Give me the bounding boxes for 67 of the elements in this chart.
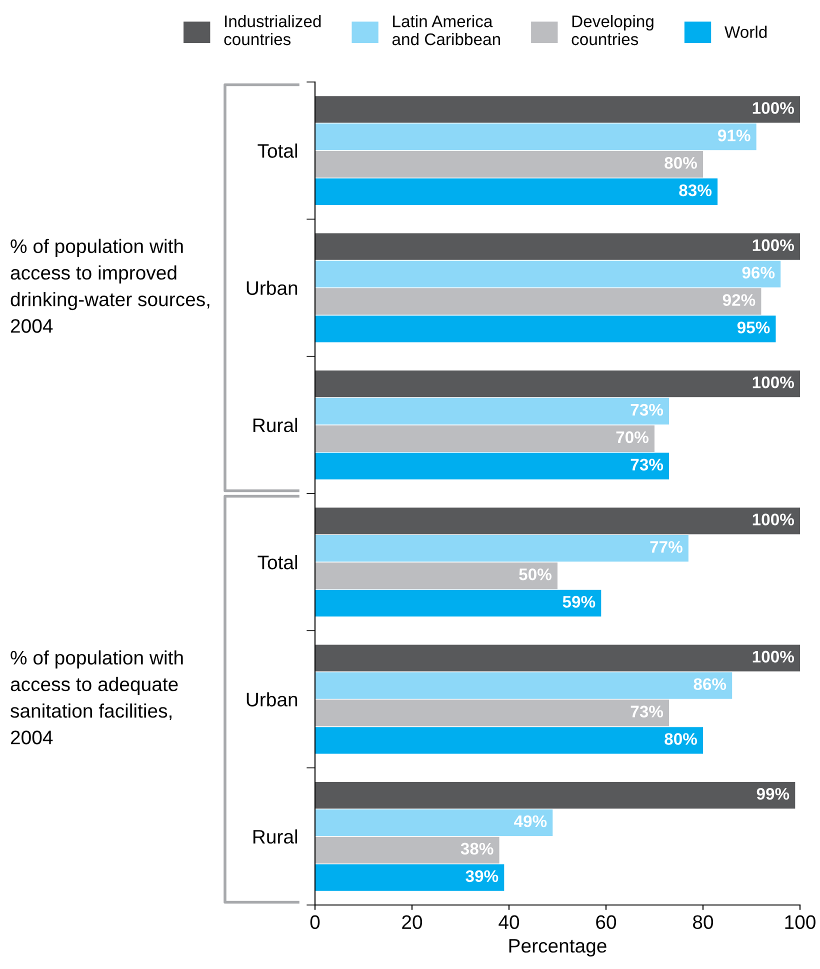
data-label: 96% bbox=[742, 266, 775, 279]
data-label: 38% bbox=[460, 842, 494, 855]
bar bbox=[315, 836, 500, 864]
data-label: 73% bbox=[630, 458, 664, 471]
x-tick-label: 20 bbox=[402, 915, 422, 930]
data-label: 80% bbox=[664, 733, 698, 745]
bar bbox=[315, 124, 756, 150]
text: % of population with access to adequate sanitation facilities, 2004 bbox=[10, 650, 183, 744]
x-tick-label: 40 bbox=[498, 915, 520, 930]
y-tick-label: Rural bbox=[253, 418, 298, 432]
data-label: 80% bbox=[664, 156, 698, 169]
bar bbox=[315, 672, 732, 699]
data-label: 92% bbox=[722, 294, 756, 306]
data-label: 95% bbox=[737, 322, 770, 334]
bar bbox=[315, 260, 781, 288]
text: % of population with access to improved drinking-water sources, 2004 bbox=[10, 238, 210, 333]
data-label: 50% bbox=[519, 568, 552, 580]
data-label: 91% bbox=[718, 130, 750, 142]
bar bbox=[315, 535, 688, 562]
data-label: 39% bbox=[466, 870, 498, 882]
bar bbox=[315, 96, 800, 123]
bar bbox=[315, 425, 654, 452]
data-label: 59% bbox=[562, 596, 596, 608]
bar bbox=[315, 644, 800, 672]
bar bbox=[315, 370, 800, 398]
x-tick-label: 80 bbox=[693, 915, 714, 930]
bar bbox=[315, 727, 703, 754]
bar bbox=[315, 782, 796, 809]
bar bbox=[315, 452, 670, 480]
data-label: 100% bbox=[752, 102, 794, 114]
bar bbox=[315, 316, 776, 342]
data-label: 100% bbox=[752, 239, 794, 252]
data-label: 99% bbox=[756, 788, 790, 800]
bar bbox=[315, 233, 800, 260]
legend-label: Industrialized countries bbox=[224, 15, 321, 46]
data-label: 73% bbox=[630, 706, 664, 718]
legend-label: Developing countries bbox=[572, 15, 654, 46]
x-tick-label: 0 bbox=[310, 915, 320, 930]
bar bbox=[315, 864, 504, 891]
bar bbox=[315, 288, 762, 315]
legend-label: Latin America and Caribbean bbox=[392, 15, 500, 46]
bar bbox=[315, 178, 718, 206]
data-label: 49% bbox=[514, 815, 547, 828]
data-label: 77% bbox=[650, 541, 682, 553]
legend-label: World bbox=[724, 26, 767, 38]
y-tick-label: Total bbox=[258, 555, 298, 570]
data-label: 86% bbox=[694, 678, 726, 690]
bar bbox=[315, 700, 670, 726]
data-label: 83% bbox=[679, 184, 712, 196]
bar bbox=[315, 398, 670, 425]
data-label: 100% bbox=[752, 650, 794, 663]
y-tick-label: Total bbox=[258, 144, 298, 158]
y-tick-label: Urban bbox=[246, 692, 298, 706]
x-tick-label: 100 bbox=[785, 915, 816, 930]
x-axis-title: Percentage bbox=[509, 939, 606, 957]
y-tick-label: Urban bbox=[246, 280, 298, 295]
bar bbox=[315, 508, 800, 534]
x-tick-label: 60 bbox=[596, 915, 616, 930]
bar bbox=[315, 150, 703, 178]
bar bbox=[315, 809, 553, 836]
bar bbox=[315, 590, 602, 617]
data-label: 73% bbox=[630, 404, 664, 416]
bar bbox=[315, 562, 558, 590]
data-label: 70% bbox=[616, 431, 649, 444]
y-tick-label: Rural bbox=[253, 829, 298, 844]
data-label: 100% bbox=[752, 376, 794, 388]
data-label: 100% bbox=[752, 514, 794, 526]
